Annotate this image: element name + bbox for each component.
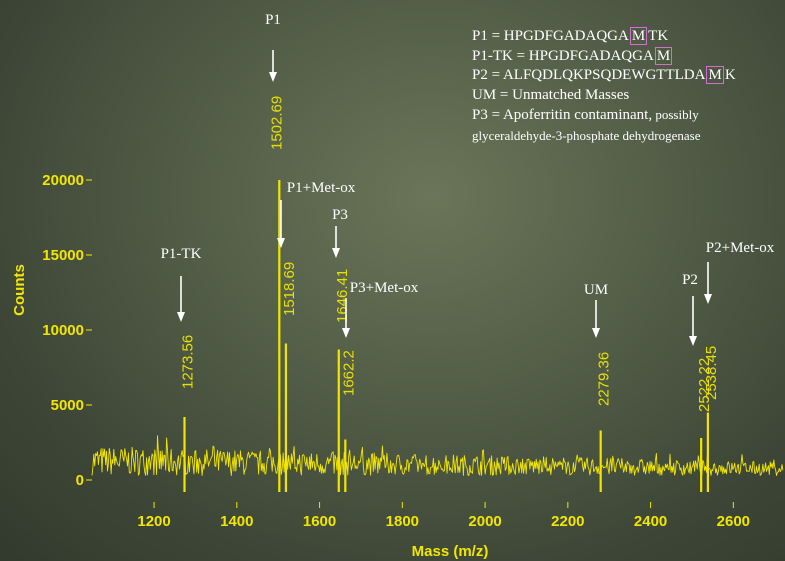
y-tick-label-4: 20000 xyxy=(42,172,84,189)
peak-annotation-6: P2 xyxy=(682,272,698,288)
peak-arrow-head-0 xyxy=(177,312,185,322)
spectrum-trace xyxy=(91,435,784,476)
x-tick-label-0: 1200 xyxy=(137,513,170,530)
x-tick-label-3: 1800 xyxy=(386,513,419,530)
peak-annotation-2: P1+Met-ox xyxy=(287,180,356,196)
legend-p3-main: P3 = Apoferritin contaminant, xyxy=(472,107,653,123)
y-tick-label-3: 15000 xyxy=(42,247,84,264)
peak-value-label-6: 2522.22 xyxy=(696,358,713,412)
legend-p1tk: P1-TK = HPGDFGADAQGA M xyxy=(472,46,736,67)
y-tick-label-2: 10000 xyxy=(42,322,84,339)
legend-p3-note: possibly xyxy=(652,107,699,122)
x-tick-label-1: 1400 xyxy=(220,513,253,530)
legend-p1-sequence: P1 = HPGDFGADAQGA xyxy=(472,28,629,44)
y-axis-title: Counts xyxy=(11,264,28,316)
peak-value-label-0: 1273.56 xyxy=(180,335,197,389)
y-tick-label-0: 0 xyxy=(76,472,84,489)
peak-arrow-head-1 xyxy=(269,72,277,82)
legend-p1-met-box: M xyxy=(629,27,648,45)
legend-p3: P3 = Apoferritin contaminant, possibly xyxy=(472,105,736,126)
peak-arrow-head-2 xyxy=(277,238,285,248)
peak-annotation-1: P1 xyxy=(265,12,281,28)
peak-annotation-5: UM xyxy=(584,282,608,298)
peak-arrow-head-4 xyxy=(342,328,350,338)
peak-annotation-0: P1-TK xyxy=(161,246,202,262)
x-axis-title: Mass (m/z) xyxy=(412,543,489,560)
legend-p2-sequence: P2 = ALFQDLQKPSQDEWGTTLDA xyxy=(472,67,706,83)
peak-value-label-4: 1662.2 xyxy=(340,350,357,396)
peak-arrow-head-5 xyxy=(592,328,600,338)
peak-arrow-head-3 xyxy=(332,248,340,258)
x-tick-label-7: 2600 xyxy=(717,513,750,530)
peak-value-label-3: 1646.41 xyxy=(334,269,351,323)
x-tick-label-4: 2000 xyxy=(468,513,501,530)
legend-p1: P1 = HPGDFGADAQGA M TK xyxy=(472,27,736,47)
legend-p2-met-box: M xyxy=(706,66,724,84)
peak-annotation-3: P3 xyxy=(332,207,348,223)
legend-um: UM = Unmatched Masses xyxy=(472,86,630,103)
peak-value-label-7: 2538.45 xyxy=(703,346,720,400)
peak-arrow-head-7 xyxy=(704,294,712,304)
legend-p2: P2 = ALFQDLQKPSQDEWGTTLDA M K xyxy=(472,66,736,86)
legend-p1tk-met-box: M xyxy=(654,46,673,65)
x-tick-label-2: 1600 xyxy=(303,513,336,530)
x-tick-label-5: 2200 xyxy=(551,513,584,530)
peak-annotation-4: P3+Met-ox xyxy=(350,280,419,296)
peak-value-label-5: 2279.36 xyxy=(596,352,613,406)
legend-p1tk-sequence: P1-TK = HPGDFGADAQGA xyxy=(472,47,654,64)
legend-p1-sequence-end: TK xyxy=(648,28,669,44)
peak-value-label-2: 1518.69 xyxy=(281,262,298,316)
x-tick-label-6: 2400 xyxy=(634,513,667,530)
peptide-legend: P1 = HPGDFGADAQGA M TK P1-TK = HPGDFGADAQG… xyxy=(472,27,736,145)
y-tick-label-1: 5000 xyxy=(51,397,84,414)
legend-p3b: glyceraldehyde-3-phosphate dehydrogenase xyxy=(472,127,701,143)
peak-annotation-7: P2+Met-ox xyxy=(706,240,775,256)
peak-value-label-1: 1502.69 xyxy=(268,96,285,150)
peak-arrow-head-6 xyxy=(689,336,697,346)
legend-p2-sequence-end: K xyxy=(724,67,736,83)
